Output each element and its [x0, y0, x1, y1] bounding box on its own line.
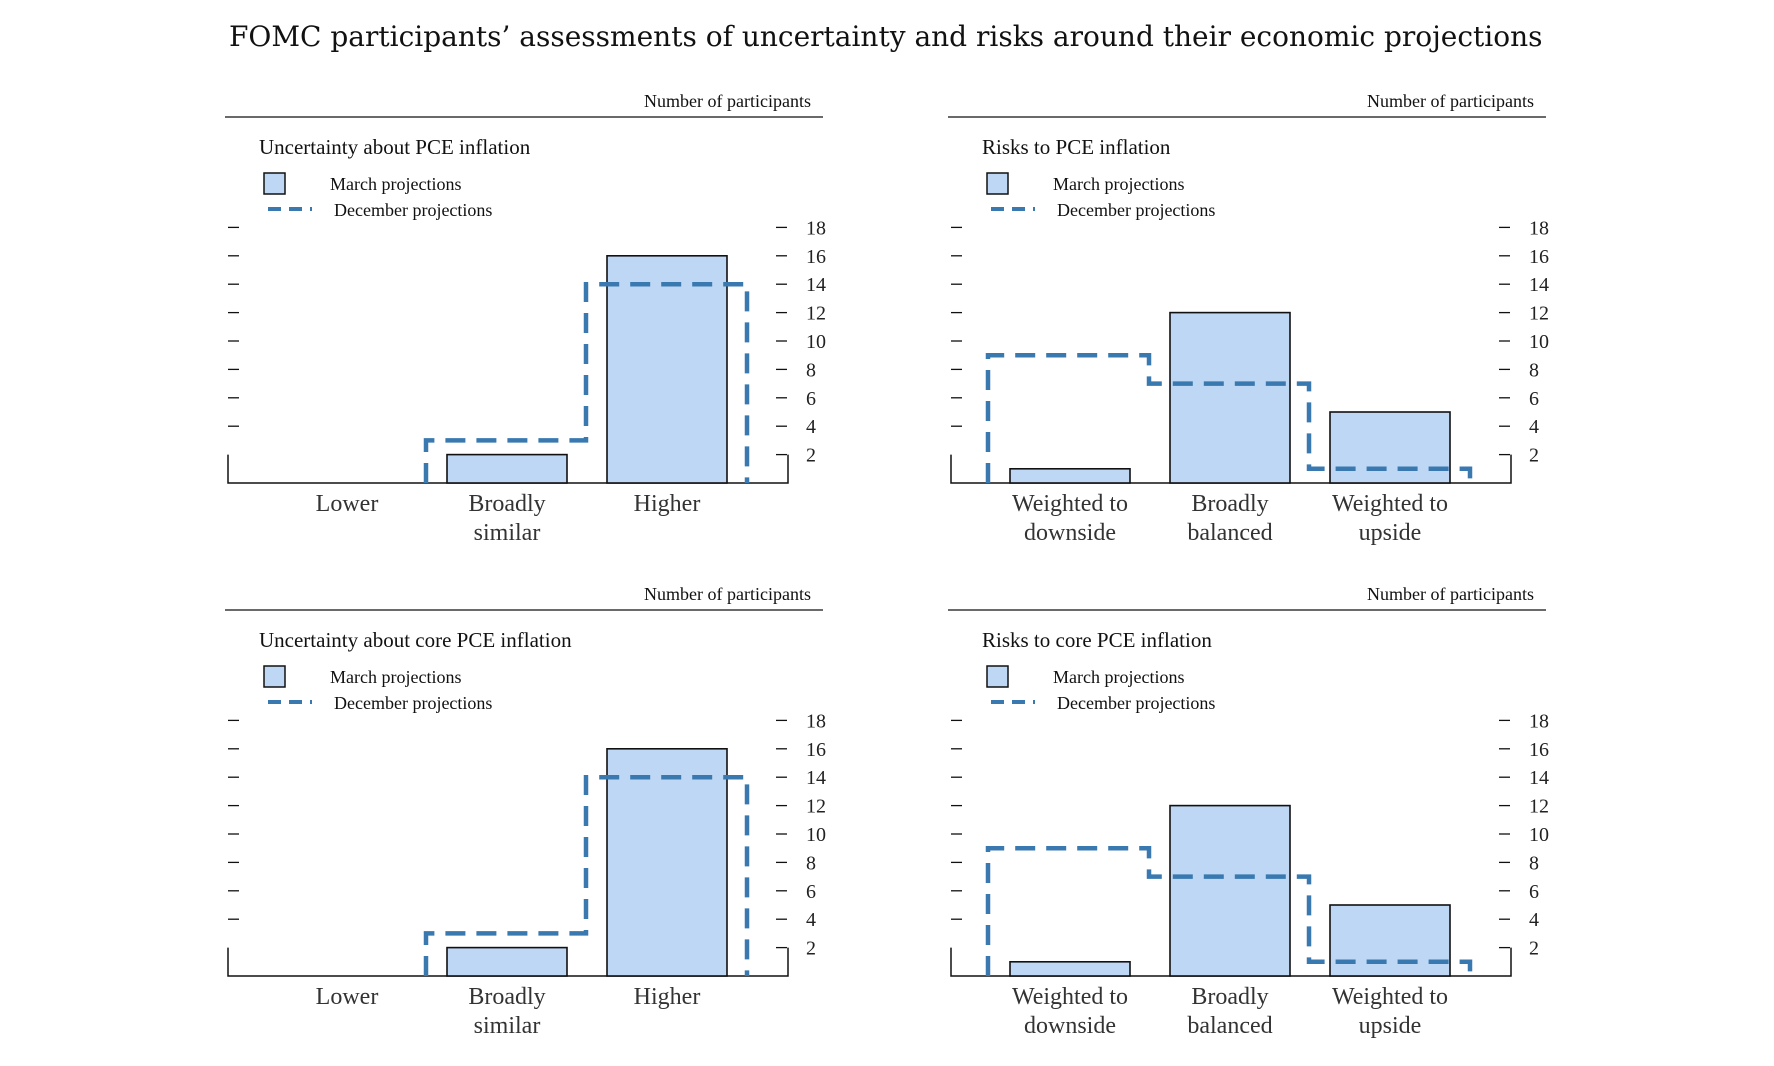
line-december-projections	[423, 774, 750, 976]
bar-march-projections	[1329, 904, 1451, 977]
y-tick-label: 6	[806, 881, 816, 903]
panel-title: Risks to core PCE inflation	[982, 628, 1212, 652]
bar-march-projections	[446, 946, 568, 977]
legend-swatch-march	[986, 665, 1009, 688]
line-december-projections	[985, 352, 1473, 483]
x-category-label: downside	[1024, 1013, 1116, 1039]
panel-2: Number of participants Risks to PCE infla…	[948, 91, 1549, 546]
y-tick-label: 18	[1529, 217, 1549, 239]
bar-march-projections	[446, 453, 568, 484]
legend-label-december: December projections	[1057, 693, 1215, 713]
y-tick-label: 14	[806, 767, 826, 789]
units-label: Number of participants	[644, 584, 811, 604]
y-tick-label: 4	[806, 909, 816, 931]
x-category-label: similar	[474, 1013, 541, 1039]
y-tick-label: 16	[806, 246, 826, 268]
y-tick-label: 18	[1529, 710, 1549, 732]
y-tick-label: 14	[1529, 274, 1549, 296]
y-tick-label: 12	[806, 303, 826, 325]
x-category-label: Weighted to	[1332, 984, 1448, 1010]
y-tick-label: 2	[1529, 938, 1539, 960]
units-label: Number of participants	[1367, 91, 1534, 111]
legend-label-december: December projections	[334, 693, 492, 713]
legend-label-march: March projections	[1053, 174, 1184, 194]
x-category-label: Higher	[634, 984, 701, 1010]
x-category-label: Broadly	[468, 984, 545, 1010]
y-tick-label: 16	[1529, 739, 1549, 761]
y-tick-label: 4	[1529, 416, 1539, 438]
y-tick-label: 2	[1529, 445, 1539, 467]
panel-title: Risks to PCE inflation	[982, 135, 1171, 159]
y-tick-label: 12	[1529, 303, 1549, 325]
y-tick-label: 18	[806, 710, 826, 732]
y-tick-label: 8	[806, 359, 816, 381]
x-category-label: upside	[1359, 1013, 1422, 1039]
y-tick-label: 8	[806, 852, 816, 874]
panel-1: Number of participants Uncertainty about …	[225, 91, 826, 546]
x-category-label: Broadly	[1191, 984, 1268, 1010]
y-tick-label: 4	[1529, 909, 1539, 931]
bar-march-projections	[606, 255, 728, 484]
panels: Number of participants Uncertainty about …	[225, 91, 1549, 1039]
units-label: Number of participants	[1367, 584, 1534, 604]
figure-title: FOMC participants’ assessments of uncert…	[229, 20, 1543, 53]
y-tick-label: 2	[806, 938, 816, 960]
bar-march-projections	[606, 748, 728, 977]
line-december-projections	[985, 845, 1473, 976]
x-category-label: balanced	[1187, 1013, 1272, 1039]
x-category-label: Broadly	[1191, 491, 1268, 517]
x-category-label: Weighted to	[1012, 491, 1128, 517]
y-tick-label: 16	[1529, 246, 1549, 268]
y-tick-label: 2	[806, 445, 816, 467]
bar-march-projections	[1169, 804, 1291, 977]
x-category-label: downside	[1024, 520, 1116, 546]
y-tick-label: 18	[806, 217, 826, 239]
y-tick-label: 6	[1529, 388, 1539, 410]
y-tick-label: 6	[806, 388, 816, 410]
legend-swatch-march	[263, 172, 286, 195]
y-tick-label: 4	[806, 416, 816, 438]
x-category-label: Weighted to	[1012, 984, 1128, 1010]
x-category-label: Weighted to	[1332, 491, 1448, 517]
x-category-label: Lower	[316, 491, 379, 517]
legend-swatch-march	[986, 172, 1009, 195]
legend-label-march: March projections	[1053, 667, 1184, 687]
bar-march-projections	[1329, 411, 1451, 484]
x-category-label: Lower	[316, 984, 379, 1010]
panel-4: Number of participants Risks to core PCE …	[948, 584, 1549, 1039]
bar-march-projections	[1009, 960, 1131, 977]
panel-title: Uncertainty about core PCE inflation	[259, 628, 572, 652]
line-december-projections	[423, 281, 750, 483]
y-tick-label: 10	[1529, 824, 1549, 846]
x-category-label: balanced	[1187, 520, 1272, 546]
y-tick-label: 10	[806, 331, 826, 353]
panel-title: Uncertainty about PCE inflation	[259, 135, 531, 159]
legend-swatch-march	[263, 665, 286, 688]
x-category-label: upside	[1359, 520, 1422, 546]
x-category-label: similar	[474, 520, 541, 546]
y-tick-label: 12	[1529, 796, 1549, 818]
y-tick-label: 14	[1529, 767, 1549, 789]
legend-label-march: March projections	[330, 174, 461, 194]
y-tick-label: 8	[1529, 359, 1539, 381]
x-category-label: Higher	[634, 491, 701, 517]
y-tick-label: 8	[1529, 852, 1539, 874]
y-tick-label: 10	[1529, 331, 1549, 353]
y-tick-label: 12	[806, 796, 826, 818]
bar-march-projections	[1009, 467, 1131, 484]
bar-march-projections	[1169, 311, 1291, 484]
legend-label-december: December projections	[334, 200, 492, 220]
legend-label-march: March projections	[330, 667, 461, 687]
units-label: Number of participants	[644, 91, 811, 111]
panel-3: Number of participants Uncertainty about …	[225, 584, 826, 1039]
y-tick-label: 16	[806, 739, 826, 761]
y-tick-label: 14	[806, 274, 826, 296]
y-tick-label: 10	[806, 824, 826, 846]
x-category-label: Broadly	[468, 491, 545, 517]
y-tick-label: 6	[1529, 881, 1539, 903]
legend-label-december: December projections	[1057, 200, 1215, 220]
